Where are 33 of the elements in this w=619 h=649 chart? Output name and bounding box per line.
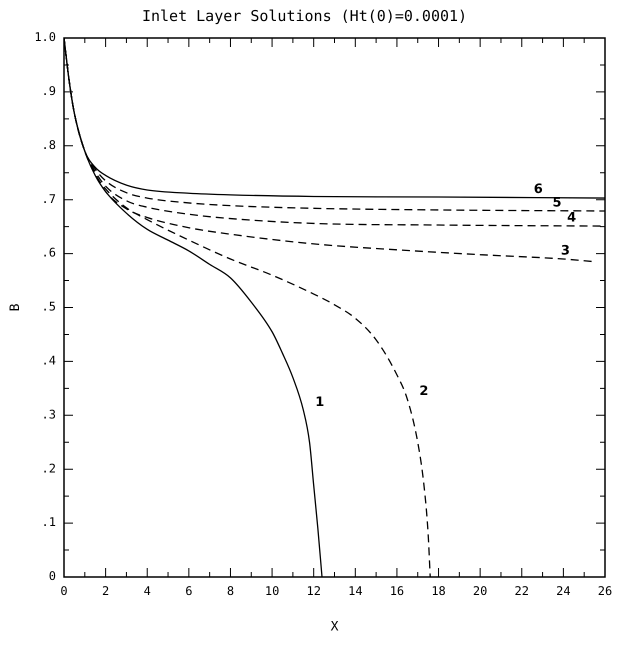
y-tick-label: .3 [42, 407, 56, 422]
y-tick-label: 1.0 [34, 30, 56, 44]
x-tick-label: 16 [390, 584, 404, 598]
x-tick-label: 22 [514, 584, 529, 598]
y-tick-label: .9 [42, 84, 56, 98]
x-tick-label: 26 [598, 584, 612, 598]
x-tick-label: 10 [264, 584, 280, 598]
x-tick-label: 18 [431, 584, 446, 598]
y-axis-title: B [8, 303, 24, 312]
chart-title: Inlet Layer Solutions (Ht(0)=0.0001) [142, 6, 468, 25]
x-tick-label: 0 [60, 584, 68, 598]
y-tick-label: .5 [42, 300, 56, 314]
y-tick-label: .6 [42, 246, 56, 260]
x-tick-label: 2 [102, 584, 110, 598]
y-tick-label: .4 [42, 354, 56, 368]
annotation: 6 [534, 182, 543, 197]
y-tick-label: .7 [42, 192, 56, 206]
x-tick-label: 14 [348, 584, 363, 598]
x-tick-label: 20 [472, 584, 488, 598]
annotation: 3 [560, 243, 570, 258]
annotation: 1 [315, 394, 324, 410]
x-tick-label: 6 [185, 584, 192, 598]
x-axis-title: X [330, 620, 339, 635]
annotation: 4 [567, 210, 576, 226]
x-tick-label: 24 [556, 584, 571, 598]
x-tick-label: 12 [306, 584, 321, 598]
x-tick-label: 8 [226, 584, 234, 598]
y-tick-label: .1 [42, 515, 56, 530]
y-tick-label: 0 [48, 569, 56, 584]
y-tick-label: .8 [42, 138, 56, 152]
y-tick-label: .2 [42, 461, 56, 476]
x-tick-label: 4 [144, 584, 151, 598]
annotation: 2 [419, 384, 428, 400]
